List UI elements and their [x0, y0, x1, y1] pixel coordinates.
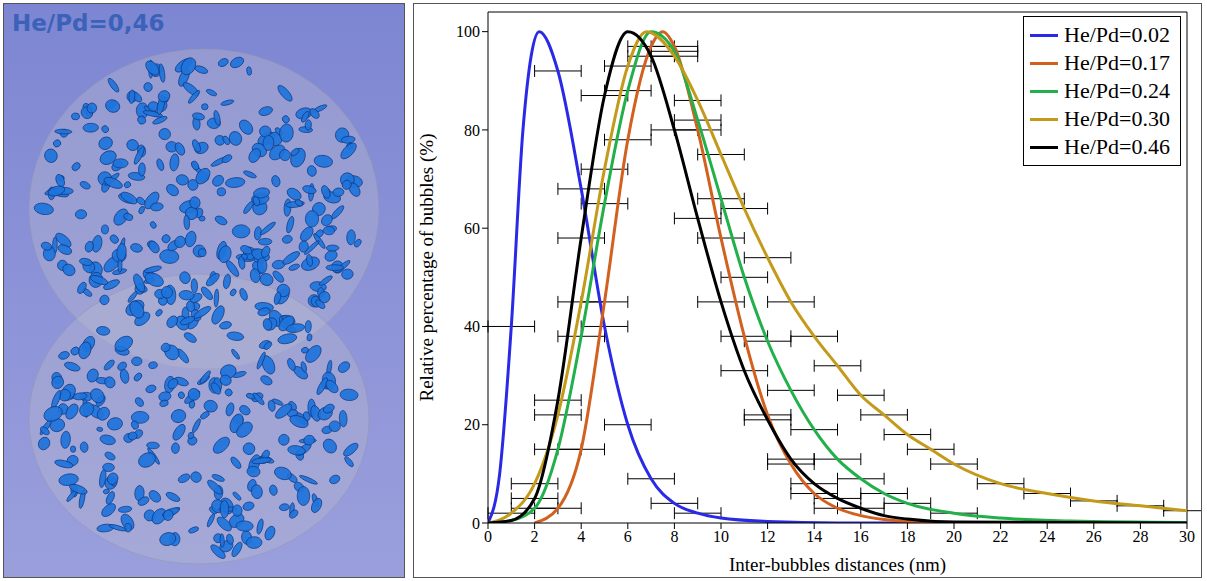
svg-text:16: 16 — [853, 528, 869, 545]
html-text:He/Pd=0.46: He/Pd=0.46 — [1064, 134, 1170, 159]
svg-text:0: 0 — [484, 528, 492, 545]
svg-text:28: 28 — [1132, 528, 1148, 545]
html-text:He/Pd=0.30: He/Pd=0.30 — [1064, 106, 1170, 131]
html-text:He/Pd=0.02: He/Pd=0.02 — [1064, 22, 1170, 47]
svg-text:10: 10 — [713, 528, 729, 545]
svg-text:8: 8 — [670, 528, 678, 545]
svg-text:24: 24 — [1039, 528, 1055, 545]
svg-text:12: 12 — [760, 528, 776, 545]
html-text:He/Pd=0.24: He/Pd=0.24 — [1064, 78, 1170, 103]
svg-text:4: 4 — [577, 528, 585, 545]
svg-text:Relative percentage of bubbles: Relative percentage of bubbles (%) — [416, 134, 438, 402]
svg-text:80: 80 — [464, 122, 480, 139]
html-text:He/Pd=0.17: He/Pd=0.17 — [1064, 50, 1170, 75]
svg-text:Inter-bubbles distances (nm): Inter-bubbles distances (nm) — [729, 554, 946, 576]
svg-text:2: 2 — [531, 528, 539, 545]
svg-text:18: 18 — [899, 528, 915, 545]
svg-text:22: 22 — [993, 528, 1009, 545]
svg-text:20: 20 — [464, 416, 480, 433]
html-text:He/Pd=0,46: He/Pd=0,46 — [12, 10, 165, 36]
svg-text:20: 20 — [946, 528, 962, 545]
svg-text:40: 40 — [464, 318, 480, 335]
svg-text:60: 60 — [464, 220, 480, 237]
svg-text:14: 14 — [806, 528, 822, 545]
svg-text:6: 6 — [624, 528, 632, 545]
svg-text:0: 0 — [472, 515, 480, 532]
svg-text:26: 26 — [1086, 528, 1102, 545]
svg-text:100: 100 — [456, 23, 480, 40]
svg-text:30: 30 — [1179, 528, 1195, 545]
